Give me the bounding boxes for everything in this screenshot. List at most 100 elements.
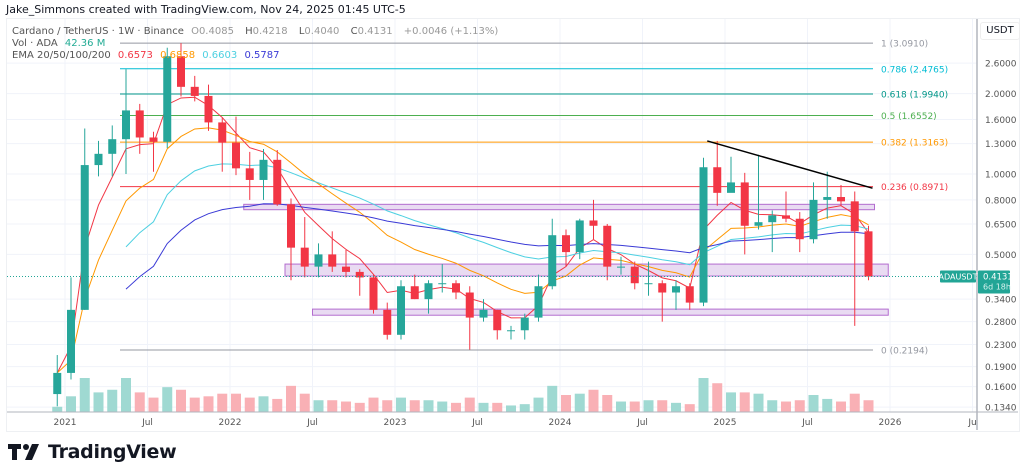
x-tick-label: Jul [141,418,153,428]
candle-body [727,182,735,193]
symbol-legend: Cardano / TetherUS · 1W · Binance O0.408… [12,26,502,37]
candle-body [589,220,598,226]
candle-body [685,286,694,303]
close-label: C [350,26,358,37]
volume-bar [533,397,544,412]
tradingview-logo[interactable]: TradingView [8,441,177,463]
candle-body [864,231,873,277]
price-tag-value: 0.4131 [983,273,1013,283]
candle-body [658,283,667,293]
candle-body [520,317,529,331]
support-resistance-zone [243,203,875,211]
volume-legend[interactable]: Vol · ADA 42.36 M [12,38,109,49]
price-chart[interactable]: 1 (3.0910) 0.786 (2.4765) 0.618 (1.9940) 0.… [0,0,1024,440]
volume-bar [368,397,379,412]
y-tick-label: 0.6500 [985,220,1017,230]
volume-bar [299,393,310,412]
volume-bar [629,401,640,412]
volume-bar [698,378,709,412]
y-tick-label: 1.0000 [985,171,1017,181]
ema100-value: 0.6603 [202,50,238,61]
ema50-value: 0.6858 [160,50,196,61]
y-tick-label: 0.1900 [985,363,1017,373]
candle-body [149,137,158,142]
candle-body [287,204,295,248]
volume-bar [341,401,351,412]
volume-bar [849,393,860,412]
volume-bar [162,387,173,412]
x-tick-label: 2023 [384,418,407,428]
volume-label: Vol · ADA [12,38,58,49]
chart-frame [6,18,1020,432]
candle-body [342,266,350,272]
volume-bar [327,400,338,412]
candle-body [190,86,199,96]
currency-button[interactable]: USDT [980,22,1020,40]
candle-body [823,197,832,200]
x-tick-label: Jul [801,418,813,428]
volume-bar [519,404,530,412]
x-tick-label: Jul [636,418,648,428]
volume-bar [561,395,571,412]
volume-bar [52,406,63,412]
ema-legend[interactable]: EMA 20/50/100/200 0.6573 0.6858 0.6603 0… [12,50,283,61]
candle-body [94,153,103,166]
candle-body [163,56,172,142]
chart-credit: Jake_Simmons created with TradingView.co… [6,3,406,16]
fib-label-0.618: 0.618 (1.9940) [881,90,948,100]
volume-bar [478,402,489,412]
candle-body [53,372,62,395]
volume-bar [258,396,269,412]
x-tick-label: 2022 [219,418,242,428]
candle-body [108,139,117,154]
volume-bar [176,389,186,412]
candle-body [383,309,392,335]
volume-bar [272,398,283,412]
volume-bar [93,392,104,412]
low-label: L [298,26,305,37]
volume-bar [822,398,833,412]
high-value: 0.4218 [252,26,288,37]
volume-bar [602,395,613,412]
volume-bar [107,389,118,412]
fib-label-0.5: 0.5 (1.6552) [881,112,937,122]
candle-body [493,309,502,331]
volume-bar [134,392,145,412]
volume-bar [588,389,599,412]
y-tick-label: 0.8000 [985,196,1017,206]
x-tick-label: 2024 [549,418,572,428]
candle-body [534,286,543,318]
ema200-value: 0.5787 [244,50,280,61]
volume-bar [244,397,255,412]
volume-bar [286,385,296,412]
symbol-name[interactable]: Cardano / TetherUS · 1W · Binance [12,26,184,37]
candle-body [809,199,818,240]
candle-body [562,235,570,253]
x-tick-label: 2025 [714,418,737,428]
volume-bar [189,397,200,412]
candle-body [177,56,185,87]
symbol-tag-text: ADAUSDT [939,273,978,282]
bar-countdown: 6d 18h [983,283,1011,292]
volume-bar [231,393,241,412]
candle-body [135,110,144,138]
y-tick-label: 0.1340 [985,404,1017,414]
candle-body [218,122,227,143]
candle-body [314,254,323,267]
tradingview-logo-icon [8,444,39,460]
volume-bar [547,385,558,412]
volume-bar [437,401,448,412]
y-tick-label: 0.3400 [985,296,1017,306]
x-tick-label: 2026 [879,418,902,428]
candle-body [438,283,447,285]
candle-body [122,110,130,140]
candle-body [452,283,460,293]
candle-body [740,182,749,226]
volume-bar [616,401,626,412]
candle-body [355,271,364,278]
candle-body [768,215,777,223]
candle-body [369,277,378,310]
open-label: O [191,26,199,37]
candle-body [328,254,337,267]
volume-bar [66,396,76,412]
